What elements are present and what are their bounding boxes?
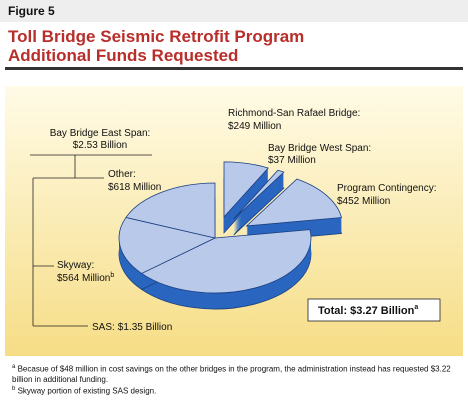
category-label: Program Contingency:	[337, 183, 437, 194]
note-mark: a	[12, 364, 16, 370]
category-label: Other:	[108, 169, 136, 180]
figure-label: Figure 5	[8, 4, 55, 18]
footnote: a Becasue of $48 million in cost savings…	[12, 362, 452, 385]
value-text: $618 Million	[108, 182, 161, 193]
pie-slice	[245, 178, 343, 227]
value-text: $564 Million	[57, 273, 110, 284]
footnote: b Skyway portion of existing SAS design.	[12, 384, 452, 397]
note-text: Becasue of $48 million in cost savings o…	[12, 364, 451, 384]
value-label: $452 Million	[337, 196, 390, 207]
value-text: $37 Million	[268, 155, 316, 166]
chart-title: Toll Bridge Seismic Retrofit Program	[8, 27, 304, 46]
note-ref: a	[414, 304, 418, 311]
category-label: Richmond-San Rafael Bridge:	[228, 108, 360, 119]
pie-slice	[233, 169, 285, 220]
title-rule	[5, 67, 463, 70]
note-ref: b	[110, 272, 114, 279]
total-box	[307, 298, 441, 322]
slice-label: SAS: $1.35 Billion	[92, 322, 172, 333]
note-mark: b	[12, 386, 16, 392]
category-label: SAS:	[92, 322, 115, 333]
pie-slice	[118, 216, 217, 274]
value-label: $249 Million	[228, 121, 281, 132]
value-label: $37 Million	[268, 155, 316, 166]
value-label: $618 Million	[108, 182, 161, 193]
total-text: Total: $3.27 Billion	[318, 305, 415, 317]
value-label: $564 Millionb	[57, 272, 114, 284]
pie-slice	[140, 229, 312, 294]
category-label: Skyway:	[57, 260, 94, 271]
pie-slice	[125, 182, 216, 239]
value-label: $1.35 Billion	[118, 322, 172, 333]
value-text: $452 Million	[337, 196, 390, 207]
total-label: Total: $3.27 Billiona	[318, 304, 418, 317]
bracket	[30, 154, 152, 327]
pie-slice	[223, 161, 269, 218]
note-text: Skyway portion of existing SAS design.	[17, 386, 157, 396]
figure-tab	[0, 0, 468, 22]
chart-subtitle: Additional Funds Requested	[8, 46, 238, 65]
group-name: Bay Bridge East Span:	[50, 128, 151, 139]
group-value: $2.53 Billion	[73, 140, 127, 151]
category-label: Bay Bridge West Span:	[268, 143, 371, 154]
value-text: $249 Million	[228, 121, 281, 132]
